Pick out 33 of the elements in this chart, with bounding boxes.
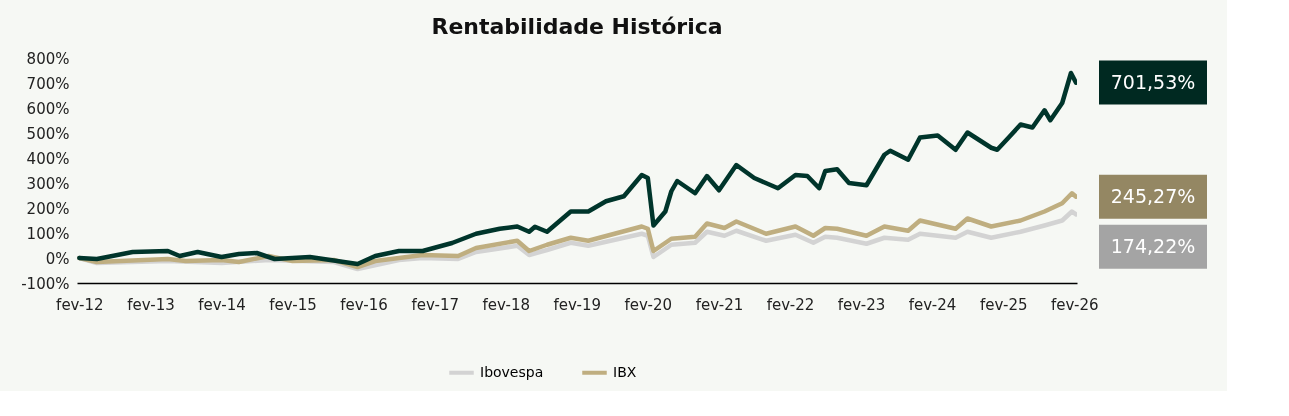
- x-tick-label: fev-23: [837, 295, 886, 314]
- x-tick-label: fev-25: [980, 295, 1028, 314]
- y-tick-label: 700%: [26, 74, 70, 93]
- y-tick-label: 300%: [26, 174, 70, 193]
- x-tick-label: fev-19: [553, 295, 602, 314]
- y-tick-label: 600%: [26, 99, 70, 118]
- legend-label: IBX: [613, 363, 637, 380]
- x-tick-label: fev-26: [1051, 295, 1099, 314]
- y-tick-label: -100%: [21, 274, 70, 293]
- x-tick-label: fev-14: [198, 295, 246, 314]
- x-tick-label: fev-24: [908, 295, 957, 314]
- y-tick-label: 500%: [26, 124, 70, 143]
- data-label: 174,22%: [1110, 234, 1196, 257]
- data-label: 701,53%: [1110, 70, 1196, 93]
- x-tick-label: fev-21: [695, 295, 744, 314]
- data-label: 245,27%: [1110, 184, 1196, 207]
- x-tick-label: fev-16: [340, 295, 388, 314]
- y-tick-label: 400%: [26, 149, 70, 168]
- chart-title: Rentabilidade Histórica: [431, 14, 723, 39]
- y-tick-label: 200%: [26, 199, 70, 218]
- line-series: [77, 191, 1077, 270]
- x-tick-label: fev-13: [127, 295, 175, 314]
- y-tick-label: 800%: [26, 49, 70, 68]
- x-tick-label: fev-18: [482, 295, 531, 314]
- legend-label: Ibovespa: [480, 363, 544, 380]
- line-series: [77, 70, 1077, 267]
- x-tick-label: fev-15: [269, 295, 317, 314]
- x-tick-label: fev-20: [624, 295, 673, 314]
- y-tick-label: 0%: [45, 249, 70, 268]
- y-tick-label: 100%: [26, 224, 70, 243]
- x-tick-label: fev-17: [411, 295, 460, 314]
- x-tick-label: fev-22: [766, 295, 815, 314]
- x-tick-label: fev-12: [56, 295, 104, 314]
